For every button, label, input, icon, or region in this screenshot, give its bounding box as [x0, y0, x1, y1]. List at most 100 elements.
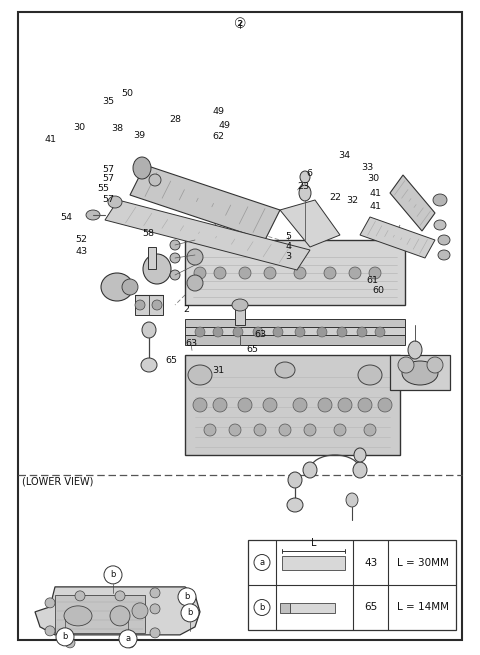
Text: 22: 22: [329, 193, 341, 202]
Ellipse shape: [254, 424, 266, 436]
Text: 49: 49: [212, 107, 225, 116]
Ellipse shape: [438, 235, 450, 245]
Polygon shape: [280, 200, 340, 247]
Ellipse shape: [149, 174, 161, 186]
Circle shape: [181, 604, 199, 622]
Ellipse shape: [213, 398, 227, 412]
Ellipse shape: [108, 196, 122, 208]
Ellipse shape: [369, 267, 381, 279]
Text: L: L: [311, 538, 316, 548]
Bar: [235, 303, 245, 325]
Ellipse shape: [65, 638, 75, 648]
Ellipse shape: [337, 327, 347, 337]
Text: 62: 62: [212, 132, 225, 141]
Text: 60: 60: [372, 286, 384, 295]
Ellipse shape: [300, 171, 310, 183]
Text: 23: 23: [298, 181, 310, 191]
Ellipse shape: [438, 250, 450, 260]
Circle shape: [254, 555, 270, 571]
Text: ②: ②: [234, 17, 246, 31]
Ellipse shape: [170, 253, 180, 263]
Ellipse shape: [358, 398, 372, 412]
Bar: [185, 335, 405, 345]
Ellipse shape: [213, 327, 223, 337]
Text: 2: 2: [183, 305, 189, 314]
Ellipse shape: [273, 327, 283, 337]
Ellipse shape: [433, 194, 447, 206]
Text: b: b: [259, 603, 264, 612]
Ellipse shape: [375, 327, 385, 337]
Ellipse shape: [45, 626, 55, 636]
Text: b: b: [62, 632, 68, 641]
Ellipse shape: [125, 638, 135, 648]
Ellipse shape: [101, 273, 133, 301]
Ellipse shape: [115, 591, 125, 601]
Polygon shape: [105, 200, 310, 270]
Ellipse shape: [293, 398, 307, 412]
Ellipse shape: [294, 267, 306, 279]
Ellipse shape: [150, 588, 160, 598]
Text: 41: 41: [44, 135, 57, 144]
Text: 35: 35: [102, 97, 114, 106]
Ellipse shape: [187, 249, 203, 265]
Polygon shape: [360, 217, 435, 258]
Text: b: b: [184, 592, 190, 601]
Text: 28: 28: [169, 115, 181, 124]
Bar: [248, 540, 456, 630]
Ellipse shape: [288, 472, 302, 488]
Text: 3: 3: [285, 252, 291, 261]
Text: 55: 55: [97, 184, 109, 193]
Text: b: b: [110, 571, 116, 580]
Ellipse shape: [193, 398, 207, 412]
Polygon shape: [390, 175, 435, 231]
Ellipse shape: [299, 185, 311, 201]
Ellipse shape: [135, 300, 145, 310]
Bar: [185, 240, 405, 305]
Ellipse shape: [263, 398, 277, 412]
Text: L = 30MM: L = 30MM: [397, 557, 449, 567]
Ellipse shape: [287, 498, 303, 512]
Text: 4: 4: [285, 242, 291, 251]
Bar: [135, 295, 163, 315]
Ellipse shape: [64, 606, 92, 626]
Polygon shape: [35, 587, 200, 635]
Text: 32: 32: [346, 196, 358, 205]
Ellipse shape: [338, 398, 352, 412]
Ellipse shape: [133, 157, 151, 179]
Text: 54: 54: [60, 213, 72, 222]
Text: 57: 57: [102, 174, 114, 183]
Bar: [185, 319, 405, 329]
Text: 57: 57: [102, 195, 114, 204]
Ellipse shape: [152, 300, 162, 310]
Ellipse shape: [264, 267, 276, 279]
Ellipse shape: [398, 357, 414, 373]
Circle shape: [178, 588, 196, 606]
Ellipse shape: [353, 462, 367, 478]
Ellipse shape: [233, 327, 243, 337]
Text: L = 14MM: L = 14MM: [397, 603, 449, 612]
Ellipse shape: [195, 327, 205, 337]
Circle shape: [119, 630, 137, 648]
Text: 61: 61: [366, 276, 378, 285]
Text: 65: 65: [364, 603, 378, 612]
Ellipse shape: [279, 424, 291, 436]
Ellipse shape: [122, 279, 138, 295]
Ellipse shape: [170, 270, 180, 280]
Ellipse shape: [317, 327, 327, 337]
Text: 30: 30: [73, 123, 85, 132]
Text: a: a: [125, 635, 131, 643]
Ellipse shape: [334, 424, 346, 436]
Text: 57: 57: [102, 165, 114, 174]
Ellipse shape: [214, 267, 226, 279]
Text: 6: 6: [307, 169, 312, 178]
Text: 41: 41: [370, 189, 382, 198]
Polygon shape: [130, 165, 280, 240]
Bar: [282, 555, 345, 569]
Text: 63: 63: [185, 339, 197, 348]
Text: a: a: [259, 558, 264, 567]
Ellipse shape: [253, 327, 263, 337]
Ellipse shape: [275, 362, 295, 378]
Ellipse shape: [349, 267, 361, 279]
Text: (LOWER VIEW): (LOWER VIEW): [22, 477, 94, 487]
Text: 65: 65: [166, 356, 178, 365]
